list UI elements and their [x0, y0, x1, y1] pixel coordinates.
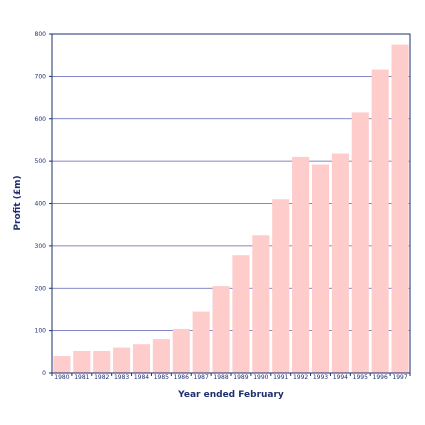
y-tick-label: 400: [35, 201, 47, 208]
y-tick-label: 300: [35, 243, 47, 250]
x-tick-label: 1985: [154, 374, 169, 381]
x-tick-label: 1986: [174, 374, 189, 381]
bar-1990: [252, 235, 270, 373]
bars: [53, 44, 409, 374]
bar-1984: [132, 344, 151, 373]
bar-1982: [93, 350, 111, 373]
bar-1993: [311, 164, 330, 373]
bar-1985: [152, 339, 170, 373]
bar-1981: [73, 350, 91, 373]
x-tick-label: 1996: [373, 374, 388, 381]
x-tick-label: 1991: [273, 374, 288, 381]
y-axis-title: Profit (£m): [13, 175, 23, 230]
bar-1983: [113, 347, 131, 373]
x-tick-label: 1987: [194, 374, 209, 381]
x-tick-labels: 1980 1981 1982 1983 1984 1985 1986 1987 1988 1989…: [54, 374, 408, 381]
x-tick-label: 1982: [94, 374, 109, 381]
bar-1996: [371, 69, 389, 373]
bar-1986: [172, 328, 190, 373]
y-tick-label: 600: [35, 116, 47, 123]
y-tick-label: 700: [35, 73, 47, 80]
y-tick-label: 800: [35, 31, 47, 38]
x-tick-label: 1995: [353, 374, 368, 381]
y-tick-label: 0: [42, 370, 46, 377]
y-tick-label: 100: [35, 328, 47, 335]
x-tick-label: 1988: [213, 374, 228, 381]
bar-1997: [391, 44, 409, 373]
x-tick-label: 1983: [114, 374, 129, 381]
bar-1994: [331, 153, 349, 373]
bar-1980: [53, 356, 71, 373]
x-tick-label: 1981: [74, 374, 89, 381]
bar-1991: [272, 199, 290, 373]
y-tick-label: 200: [35, 285, 47, 292]
x-tick-label: 1984: [134, 374, 149, 381]
bar-1988: [212, 286, 230, 373]
bar-1995: [351, 112, 369, 374]
gridlines: [52, 76, 410, 331]
bar-1987: [192, 311, 210, 373]
y-tick-label: 500: [35, 158, 47, 165]
x-tick-label: 1994: [333, 374, 348, 381]
x-tick-label: 1980: [54, 374, 69, 381]
y-tick-labels: 0 100 200 300 400 500 600 700 800: [35, 31, 47, 377]
x-tick-label: 1997: [392, 374, 407, 381]
axes: [49, 33, 411, 376]
x-tick-label: 1990: [253, 374, 268, 381]
bar-1989: [232, 255, 250, 373]
x-tick-label: 1993: [313, 374, 328, 381]
bar-1992: [292, 156, 310, 373]
x-tick-label: 1989: [233, 374, 248, 381]
x-tick-label: 1992: [293, 374, 308, 381]
x-axis-title: Year ended February: [177, 390, 284, 400]
